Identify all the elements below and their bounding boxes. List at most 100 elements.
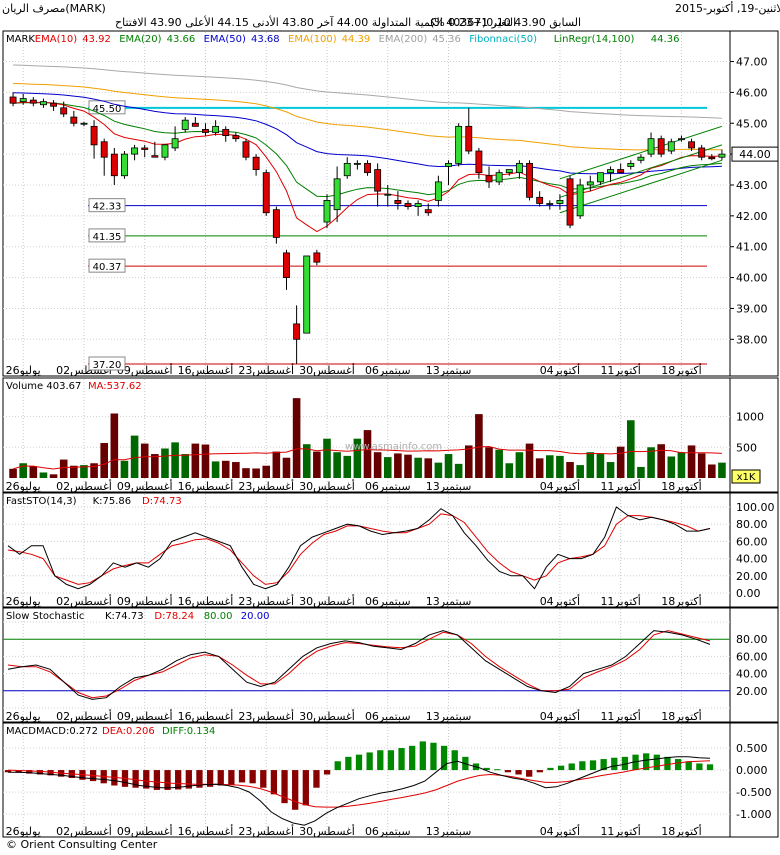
candle-body (718, 153, 726, 158)
candle-body (121, 153, 128, 177)
price-axis-label: 39.00 (736, 302, 768, 315)
macd-histogram-bar (249, 770, 256, 784)
candle-body (424, 209, 432, 214)
ema-100-line (13, 83, 722, 151)
fast-axis-label: 40.00 (736, 553, 768, 566)
x-tick-label: أغسطس30 (299, 709, 355, 723)
macd-histogram-bar (664, 756, 671, 771)
slow-axis-label: 80.00 (736, 633, 768, 646)
macd-histogram-bar (377, 750, 384, 771)
volume-legend-ma: MA:537.62 (88, 381, 142, 392)
macd-histogram-bar (26, 770, 33, 774)
footer-copyright: © Orient Consulting Center (6, 838, 158, 851)
volume-bar (252, 468, 260, 478)
macd-line (8, 756, 711, 826)
candle-body (232, 135, 240, 140)
candle-body (90, 125, 98, 146)
macd-histogram-bar (153, 770, 161, 790)
x-tick-label: أكتوبر04 (540, 363, 580, 377)
x-tick-label: سبتمبر06 (365, 364, 411, 377)
legend-value: 44.36 (651, 34, 680, 45)
candle-body (50, 102, 58, 107)
candle-body (526, 162, 533, 198)
volume-bar (302, 444, 311, 478)
candle-body (434, 181, 442, 201)
volume-bar (495, 449, 503, 478)
fibonacci-level-label: 40.37 (93, 262, 122, 273)
volume-bar (191, 443, 200, 478)
fast-legend: K:75.86 (93, 496, 132, 507)
slow-legend: K:74.73 (105, 611, 144, 622)
price-axis-label: 45.00 (736, 117, 768, 130)
candle-body (293, 323, 301, 340)
page-date: الاثنين-19, أكتوبر-2015 (675, 2, 780, 15)
candle-body (607, 169, 614, 174)
candle-body (171, 138, 179, 149)
macd-histogram-bar (302, 770, 309, 806)
candle-body (536, 196, 544, 204)
macd-histogram-bar (611, 757, 618, 771)
watermark: www.asmainfo.com (345, 441, 442, 452)
legend-value: 43.66 (167, 34, 196, 45)
candle-body (9, 96, 17, 104)
slow-axis-label: 40.00 (736, 668, 768, 681)
volume-bar (221, 460, 230, 478)
x-tick-label: أكتوبر11 (600, 479, 640, 493)
volume-bar (454, 463, 463, 478)
macd-histogram-bar (260, 770, 267, 788)
volume-bar (19, 463, 27, 478)
price-axis-label: 46.00 (736, 86, 768, 99)
x-tick-label: سبتمبر06 (365, 595, 411, 608)
volume-axis-label: 1000 (736, 411, 764, 424)
candle-body (688, 141, 695, 149)
x-tick-label: أغسطس09 (117, 594, 173, 608)
candle-body (191, 122, 199, 127)
candle-body (698, 147, 706, 158)
candle-body (60, 107, 68, 115)
volume-bar (566, 462, 574, 478)
volume-bar (525, 443, 534, 478)
macd-histogram-bar (600, 759, 607, 771)
volume-bar (616, 446, 625, 478)
candle-body (262, 172, 270, 214)
macd-histogram-bar (281, 770, 288, 804)
x-tick-label: سبتمبر13 (426, 480, 472, 493)
candle-body (566, 178, 574, 226)
candle-body (252, 156, 260, 170)
volume-bar (29, 466, 38, 478)
macd-histogram-bar (536, 770, 543, 773)
macd-histogram-bar (164, 770, 171, 790)
legend-value: 43.92 (82, 34, 111, 45)
volume-bar (201, 444, 210, 478)
legend-ema-20-: EMA(20) (119, 34, 161, 45)
candle-body (546, 203, 554, 205)
volume-bar (181, 454, 190, 478)
candle-body (202, 129, 209, 133)
macd-histogram-bar (440, 745, 448, 771)
x-tick-label: أكتوبر11 (600, 824, 640, 838)
volume-bar (110, 413, 119, 478)
volume-bar (140, 443, 149, 478)
candle-body (141, 147, 149, 150)
volume-bar (687, 445, 696, 478)
macd-histogram-bar (345, 756, 352, 771)
candle-body (40, 101, 47, 106)
volume-bar (49, 474, 58, 478)
macd-histogram-bar (409, 745, 416, 771)
x-tick-label: يوليو26 (6, 480, 41, 493)
candle-body (161, 144, 169, 158)
volume-bar (424, 458, 433, 478)
candle-body (505, 169, 513, 174)
x-tick-label: أكتوبر18 (661, 363, 701, 377)
fibonacci-level-label: 45.50 (93, 104, 122, 115)
macd-axis-label: -1.000 (736, 808, 771, 821)
macd-histogram-bar (696, 763, 703, 771)
x-tick-label: أكتوبر04 (540, 709, 580, 723)
x-tick-label: أكتوبر18 (661, 709, 701, 723)
volume-bar (363, 430, 372, 478)
volume-bar (718, 462, 726, 478)
quote-line-left: السابق 43.90 0.10(+0.23 %) (430, 16, 582, 29)
volume-bar (586, 452, 595, 478)
macd-histogram-bar (175, 770, 182, 790)
